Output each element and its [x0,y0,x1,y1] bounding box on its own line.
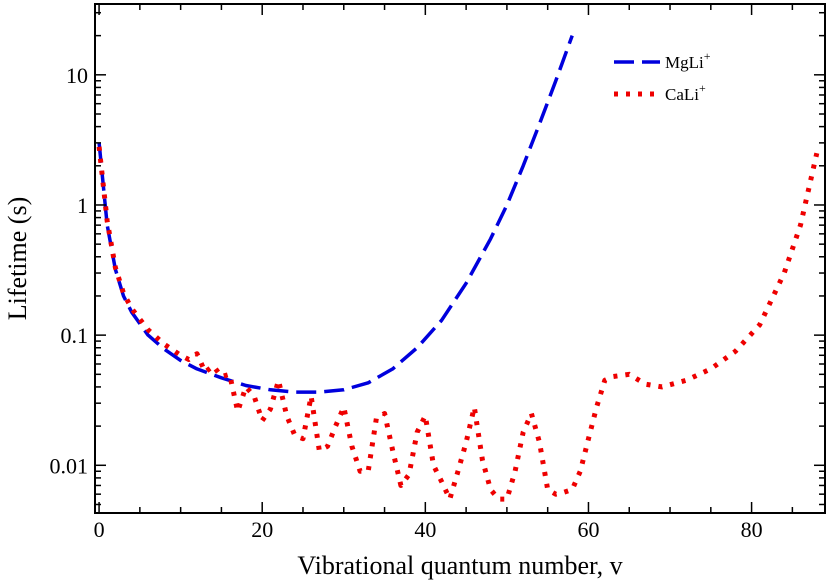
series-layer [96,35,820,502]
legend-name: MgLi [665,53,704,72]
y-axis-label: Lifetime (s) [3,197,32,320]
legend: MgLi+CaLi+ [614,49,711,104]
plot-frame [94,3,826,514]
y-tick-label: 0.1 [61,323,89,348]
x-tick-label: 40 [414,517,436,542]
legend-superscript: + [704,49,711,63]
x-tick-label: 60 [577,517,599,542]
x-tick-label: 20 [251,517,273,542]
x-tick-label: 80 [741,517,763,542]
series-line-cali [96,146,820,502]
x-tick-label: 0 [94,517,105,542]
legend-label-cali: CaLi+ [665,81,706,104]
legend-label-mgli: MgLi+ [665,49,711,72]
y-tick-label: 1 [77,193,88,218]
ticks-layer: 0 20 40 60 80 0.01 0.1 1 10 [50,4,825,542]
y-tick-label: 10 [66,63,88,88]
y-tick-label: 0.01 [50,453,89,478]
legend-name: CaLi [665,85,699,104]
legend-superscript: + [699,81,706,95]
x-axis-label: Vibrational quantum number, v [297,551,622,580]
series-line-mgli [97,35,574,394]
